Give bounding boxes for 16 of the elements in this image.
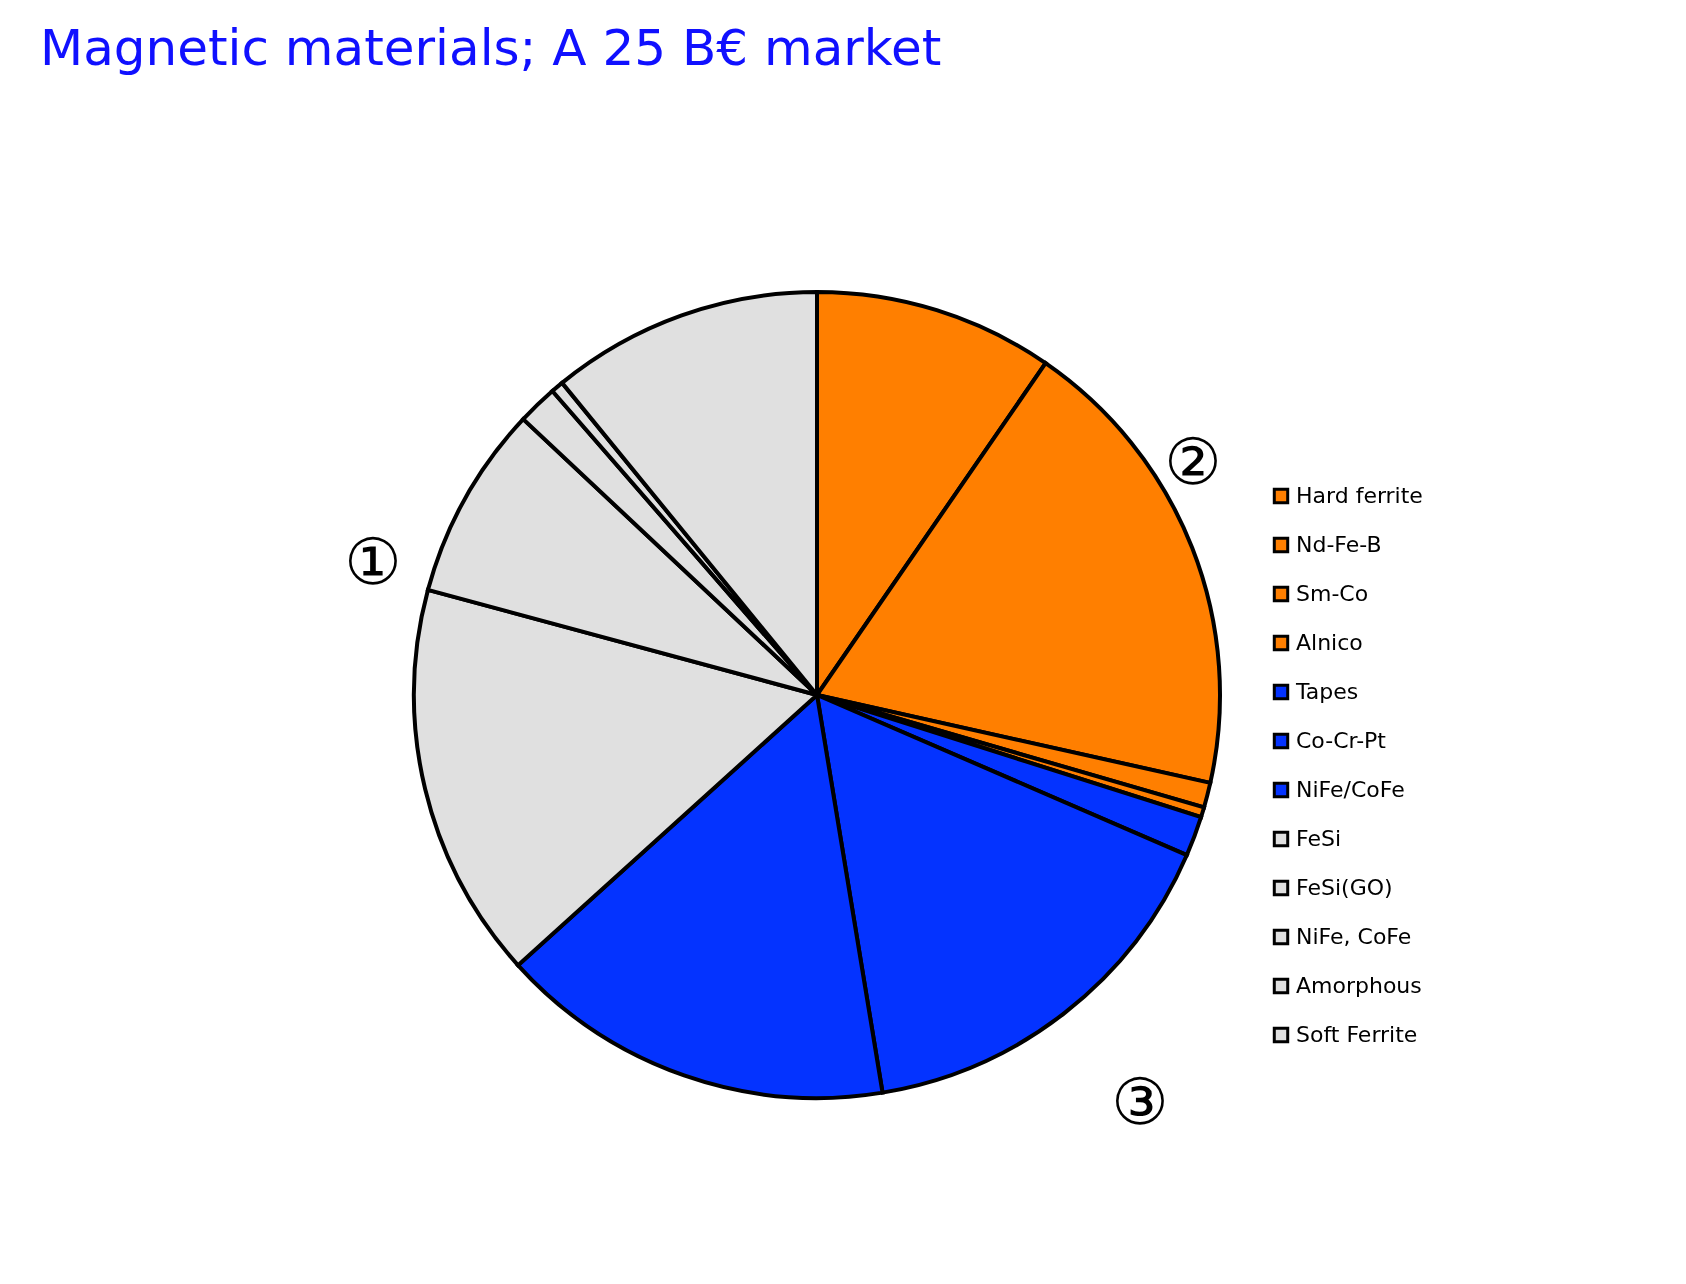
legend-label: FeSi [1296, 826, 1342, 851]
legend-label: Hard ferrite [1296, 483, 1423, 508]
legend-label: Amorphous [1296, 973, 1422, 998]
legend-label: NiFe, CoFe [1296, 924, 1412, 949]
legend-label: Sm-Co [1296, 581, 1369, 606]
text: ① [344, 525, 402, 599]
legend-label: NiFe/CoFe [1296, 777, 1405, 802]
legend-label: Soft Ferrite [1296, 1022, 1418, 1047]
legend-label: FeSi(GO) [1296, 875, 1393, 900]
legend-label: Tapes [1295, 679, 1359, 704]
legend-label: Nd-Fe-B [1296, 532, 1382, 557]
text: ② [1164, 425, 1222, 499]
text: ③ [1111, 1065, 1169, 1139]
chart-title: Magnetic materials; A 25 B€ market [40, 19, 942, 77]
legend-label: Alnico [1296, 630, 1363, 655]
legend-label: Co-Cr-Pt [1296, 728, 1387, 753]
